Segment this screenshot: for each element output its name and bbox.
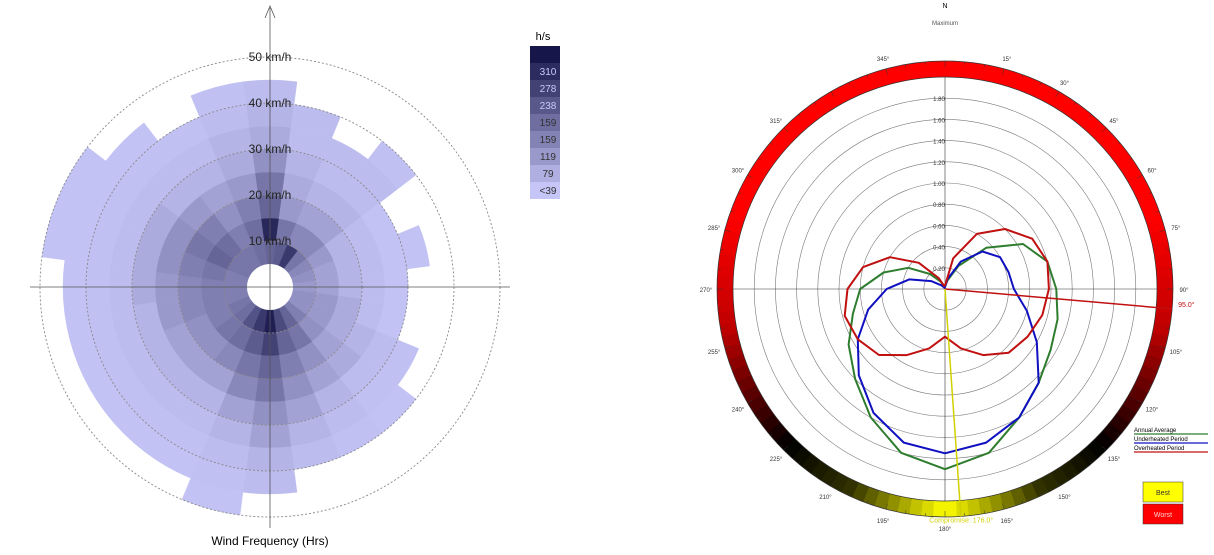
legend-value: <39	[540, 186, 557, 197]
angle-label: 180°	[939, 527, 952, 533]
radial-label: 0.60	[933, 224, 945, 230]
indicator-label: Compromise: 176.0°	[929, 516, 993, 524]
ring-segment	[955, 500, 968, 517]
ring-label: 40 km/h	[249, 96, 292, 110]
ring-segment	[1157, 277, 1173, 290]
ring-label: 10 km/h	[249, 234, 292, 248]
angle-label: 315°	[770, 119, 783, 125]
angle-label: 90°	[1179, 288, 1189, 294]
legend-entry: Underheated Period	[1134, 437, 1188, 443]
angle-label: 15°	[1002, 57, 1012, 63]
legend-entry: Overheated Period	[1134, 446, 1184, 452]
legend-box-label: Best	[1156, 490, 1170, 497]
legend-value: 310	[540, 67, 557, 78]
legend-entry: Annual Average	[1134, 428, 1177, 434]
ring-segment	[1157, 289, 1173, 302]
angle-label: 135°	[1108, 457, 1121, 463]
radial-label: 1.00	[933, 182, 945, 188]
ring-segment	[717, 276, 733, 289]
max-annotation: Maximum	[932, 21, 958, 27]
angle-label: 75°	[1171, 226, 1181, 232]
angle-label: 210°	[819, 495, 832, 501]
angle-label: 105°	[1170, 350, 1183, 356]
wind-rose-panel: 10 km/h 20 km/h 30 km/h 40 km/h 50 km/h h/s …	[0, 0, 600, 550]
ring-segment	[1156, 265, 1173, 278]
orientation-chart: 0.20 0.40 0.60 0.80 1.00 1.20 1.40 1.60 1.80 95.…	[640, 0, 1214, 550]
ring-segment	[945, 61, 958, 77]
ring-label: 50 km/h	[249, 50, 292, 64]
legend-box-label: Worst	[1154, 512, 1172, 519]
legend-value: 119	[540, 152, 556, 163]
series-line	[845, 229, 1049, 355]
legend-value: 79	[542, 169, 554, 180]
ring-segment	[717, 288, 733, 301]
wind-legend: h/s 310 278 238 159 159 119 79 <39	[530, 31, 560, 199]
ring-label: 30 km/h	[249, 142, 292, 156]
indicator-line	[945, 289, 1172, 309]
angle-label: 195°	[877, 519, 890, 525]
legend-value: 159	[540, 135, 557, 146]
angle-label: 45°	[1109, 119, 1119, 125]
legend-swatch	[530, 46, 560, 63]
angle-labels: 15° 30° 45° 60° 75° 90° 105° 120° 135° 150° 165° 18…	[700, 57, 1189, 533]
angle-label: 270°	[700, 288, 713, 294]
radial-label: 1.40	[933, 140, 945, 146]
angle-label: 120°	[1146, 408, 1159, 414]
wind-rose-chart: 10 km/h 20 km/h 30 km/h 40 km/h 50 km/h h/s …	[0, 0, 600, 550]
radial-label: 0.40	[933, 246, 945, 252]
ring-segment	[921, 61, 934, 78]
ring-segment	[932, 501, 945, 517]
radial-label: 1.80	[933, 97, 945, 103]
angle-label: 345°	[877, 57, 890, 63]
ring-segment	[717, 299, 734, 312]
north-label: N	[942, 3, 947, 10]
radial-label: 1.20	[933, 161, 945, 167]
ring-segment	[933, 61, 946, 77]
angle-label: 285°	[708, 226, 721, 232]
angle-label: 300°	[732, 169, 745, 175]
indicator-line	[945, 289, 961, 516]
ring-label: 20 km/h	[249, 188, 292, 202]
legend-value: 278	[540, 84, 557, 95]
series-line	[849, 244, 1058, 469]
angle-label: 240°	[732, 408, 745, 414]
angle-label: 30°	[1060, 81, 1070, 87]
orientation-panel: 0.20 0.40 0.60 0.80 1.00 1.20 1.40 1.60 1.80 95.…	[640, 0, 1214, 550]
ring-segment	[944, 501, 957, 517]
x-axis-label: Wind Frequency (Hrs)	[211, 534, 328, 548]
angle-label: 165°	[1001, 519, 1014, 525]
indicator-label: 95.0°	[1178, 301, 1195, 309]
angle-label: 150°	[1058, 495, 1071, 501]
radial-label: 0.20	[933, 267, 945, 273]
legend-value: 159	[540, 118, 557, 129]
wind-sectors	[42, 80, 430, 515]
legend-value: 238	[540, 101, 557, 112]
orientation-legend: Annual Average Underheated Period Overheat…	[1134, 428, 1208, 524]
radial-label: 0.80	[933, 203, 945, 209]
radial-label: 1.60	[933, 118, 945, 124]
angle-label: 60°	[1147, 169, 1157, 175]
angle-label: 225°	[770, 457, 783, 463]
angle-label: 255°	[708, 350, 721, 356]
legend-title: h/s	[536, 31, 551, 43]
